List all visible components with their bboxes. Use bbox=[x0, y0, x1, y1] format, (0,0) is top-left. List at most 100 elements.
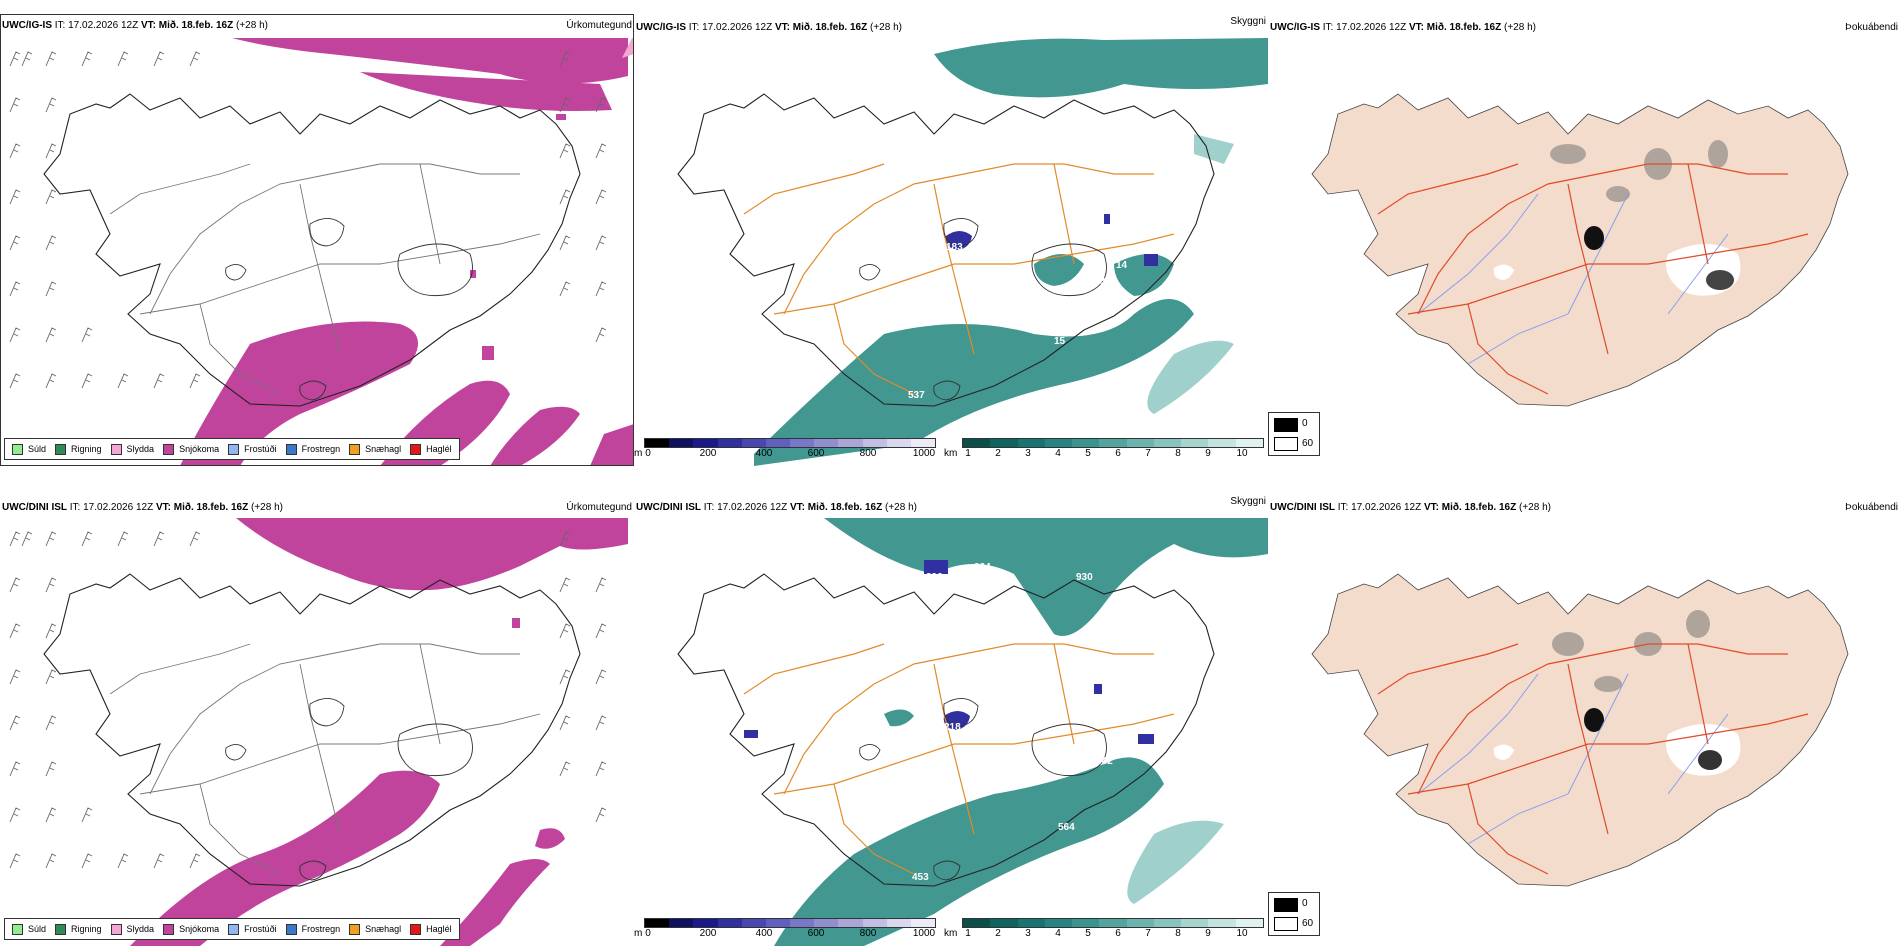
visibility-map-1: 183 435 537 14 15 bbox=[677, 38, 1268, 466]
visibility-colorbar: km 1 2 3 4 5 6 7 8 9 10 bbox=[944, 918, 1268, 942]
colorbar-unit: m bbox=[634, 448, 643, 459]
fog-label-low: 60 bbox=[1302, 918, 1314, 929]
colorbar-tick: 4 bbox=[1055, 448, 1061, 459]
legend-swatch bbox=[110, 923, 122, 935]
colorbar-tick: 7 bbox=[1145, 928, 1151, 939]
colorbar-segment bbox=[1044, 439, 1073, 447]
colorbar-segment bbox=[910, 439, 936, 447]
fog-label-high: 0 bbox=[1302, 898, 1308, 909]
panel-title: UWC/IG-IS IT: 17.02.2026 12Z VT: Mið. 18… bbox=[1270, 22, 1536, 33]
colorbar-segment bbox=[645, 919, 670, 927]
cloud-base-label: 453 bbox=[912, 872, 929, 883]
colorbar-unit: km bbox=[944, 448, 958, 459]
colorbar-tick: 3 bbox=[1025, 928, 1031, 939]
visibility-colorbar: km 1 2 3 4 5 6 7 8 9 10 bbox=[944, 438, 1268, 462]
cloud-base-label: 435 bbox=[1094, 276, 1111, 287]
legend-item: Frostregn bbox=[285, 443, 341, 455]
legend-swatch bbox=[163, 923, 175, 935]
colorbar-segment bbox=[862, 919, 887, 927]
panel-title-right: Skyggni bbox=[1230, 16, 1266, 27]
legend-label: Súld bbox=[28, 924, 47, 934]
legend-item: Snæhagl bbox=[349, 923, 402, 935]
precip-legend: Súld Rigning Slydda Snjókoma Frostúði Fr… bbox=[4, 918, 460, 940]
colorbar-segment bbox=[1235, 439, 1263, 447]
legend-swatch bbox=[410, 443, 422, 455]
legend-swatch bbox=[12, 923, 23, 935]
colorbar-segment bbox=[693, 439, 718, 447]
panel-title: UWC/IG-IS IT: 17.02.2026 12Z VT: Mið. 18… bbox=[636, 22, 902, 33]
legend-label: Haglél bbox=[426, 444, 452, 454]
colorbar-segment bbox=[1181, 919, 1209, 927]
cloud-base-label: 15 bbox=[1054, 336, 1066, 347]
cloud-base-label: 564 bbox=[1058, 822, 1075, 833]
legend-item: Slydda bbox=[110, 443, 155, 455]
fog-legend-1: 0 60 bbox=[1268, 412, 1320, 456]
colorbar-segment bbox=[910, 919, 936, 927]
cloud-base-label: 344 bbox=[1024, 708, 1041, 719]
legend-item: Frostúði bbox=[228, 443, 277, 455]
legend-swatch bbox=[349, 923, 361, 935]
legend-item: Súld bbox=[12, 923, 47, 935]
fog-map-1 bbox=[1311, 93, 1849, 407]
colorbar-tick: 1 bbox=[965, 448, 971, 459]
legend-swatch bbox=[410, 923, 422, 935]
panel-title-right: Þokuábendi bbox=[1845, 502, 1898, 513]
legend-label: Haglél bbox=[426, 924, 452, 934]
colorbar-tick: 1 bbox=[965, 928, 971, 939]
colorbar-segment bbox=[1099, 919, 1127, 927]
colorbar-segment bbox=[765, 919, 791, 927]
legend-label: Snæhagl bbox=[365, 924, 402, 934]
legend-label: Rigning bbox=[71, 924, 102, 934]
colorbar-tick: 2 bbox=[995, 448, 1001, 459]
colorbar-tick: 800 bbox=[859, 928, 877, 939]
panel-title-right: Skyggni bbox=[1230, 496, 1266, 507]
fog-panel-2: UWC/DINI ISL IT: 17.02.2026 12Z VT: Mið.… bbox=[1268, 494, 1900, 946]
colorbar-tick: 600 bbox=[807, 448, 825, 459]
legend-label: Rigning bbox=[71, 444, 102, 454]
cloud-base-label: 218 bbox=[944, 722, 961, 733]
precip-map-2 bbox=[9, 518, 628, 946]
colorbar-segment bbox=[990, 919, 1018, 927]
colorbar-segment bbox=[1153, 919, 1182, 927]
legend-item: Slydda bbox=[110, 923, 154, 935]
colorbar-tick: 0 bbox=[645, 448, 651, 459]
legend-swatch bbox=[285, 443, 297, 455]
precip-legend: Súld Rigning Slydda Snjókoma Frostúði Fr… bbox=[4, 438, 460, 460]
panel-title: UWC/DINI ISL IT: 17.02.2026 12Z VT: Mið.… bbox=[2, 502, 283, 513]
colorbar-segment bbox=[693, 919, 718, 927]
colorbar-tick: 10 bbox=[1236, 928, 1248, 939]
legend-swatch bbox=[12, 443, 23, 455]
cloud-base-colorbar: m 0 200 400 600 800 1000 bbox=[634, 918, 940, 942]
legend-label: Snæhagl bbox=[365, 444, 402, 454]
colorbar-segment bbox=[1208, 439, 1236, 447]
fog-label-high: 0 bbox=[1302, 418, 1308, 429]
legend-label: Frostregn bbox=[301, 444, 341, 454]
colorbar-segment bbox=[963, 439, 991, 447]
cloud-base-label: 396 bbox=[926, 572, 943, 583]
colorbar-segment bbox=[1235, 919, 1263, 927]
colorbar-segment bbox=[741, 919, 766, 927]
legend-swatch bbox=[110, 443, 122, 455]
fog-map-2 bbox=[1311, 573, 1849, 887]
colorbar-segment bbox=[1181, 439, 1209, 447]
colorbar-segment bbox=[838, 439, 863, 447]
colorbar-tick: 1000 bbox=[912, 928, 936, 939]
colorbar-segment bbox=[1126, 919, 1154, 927]
cloud-base-label: 930 bbox=[1076, 572, 1093, 583]
colorbar-tick: 200 bbox=[699, 448, 717, 459]
colorbar-tick: 7 bbox=[1145, 448, 1151, 459]
cloud-base-label: 442 bbox=[1096, 756, 1113, 767]
legend-swatch bbox=[163, 443, 175, 455]
legend-label: Slydda bbox=[126, 444, 155, 454]
legend-label: Frostúði bbox=[244, 924, 277, 934]
legend-label: Frostúði bbox=[244, 444, 277, 454]
fog-swatch-high bbox=[1274, 898, 1298, 912]
visibility-panel-2: 396 364 930 90 218 344 442 564 453 UWC/D… bbox=[634, 494, 1268, 946]
colorbar-tick: 400 bbox=[755, 448, 773, 459]
colorbar-segment bbox=[1099, 439, 1127, 447]
colorbar-tick: 8 bbox=[1175, 928, 1181, 939]
colorbar-tick: 9 bbox=[1205, 448, 1211, 459]
colorbar-tick: 2 bbox=[995, 928, 1001, 939]
colorbar-segment bbox=[669, 439, 694, 447]
colorbar-tick: 6 bbox=[1115, 448, 1121, 459]
